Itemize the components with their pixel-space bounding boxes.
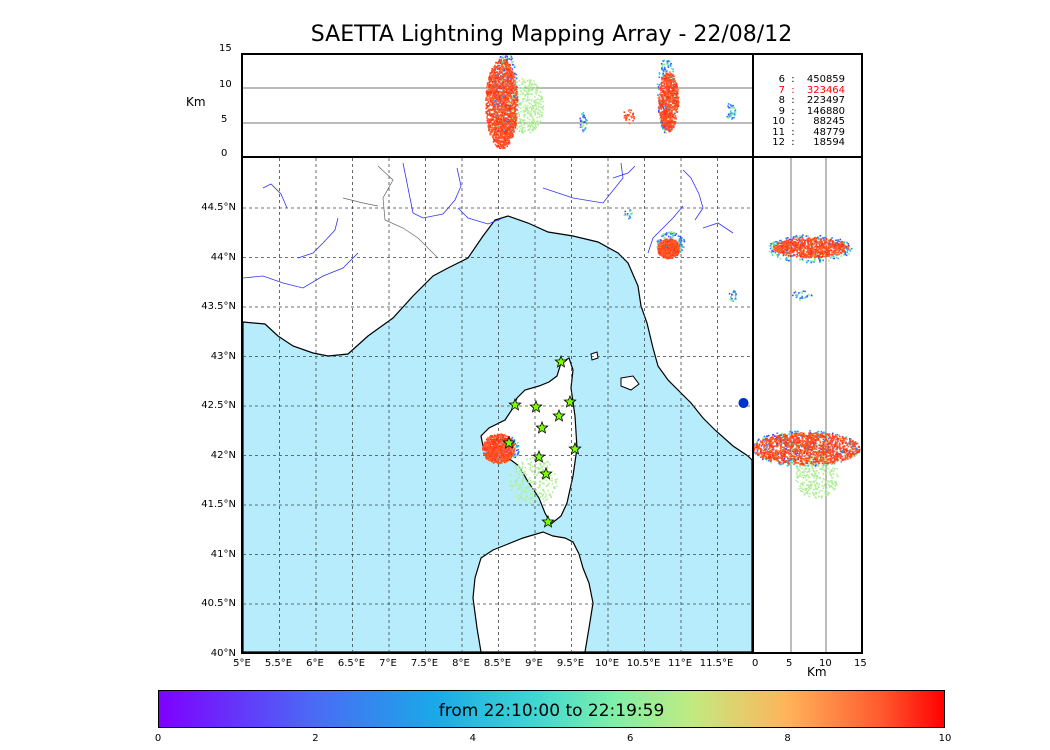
colorbar-tick: 10 bbox=[938, 733, 952, 744]
colorbar-label: from 22:10:00 to 22:19:59 bbox=[438, 701, 665, 721]
longitude-tick: 9.5°E bbox=[556, 658, 585, 669]
longitude-tick: 6.5°E bbox=[337, 658, 366, 669]
station-star-icon bbox=[535, 420, 549, 434]
legend-separator: : bbox=[784, 126, 802, 138]
longitude-tick: 5.5°E bbox=[264, 658, 293, 669]
rivers bbox=[243, 162, 734, 289]
latitude-tick: 40.5°N bbox=[201, 598, 236, 609]
longitude-tick: 9°E bbox=[525, 658, 543, 669]
lma-stations bbox=[502, 354, 582, 528]
station-star-icon bbox=[502, 435, 516, 449]
latitude-altitude-panel bbox=[752, 156, 863, 654]
legend-row: 11 : 48779 bbox=[754, 126, 860, 139]
station-star-icon bbox=[508, 397, 522, 411]
latitude-lightning-sources bbox=[754, 234, 861, 499]
map-panel bbox=[241, 156, 754, 654]
legend-row: 9 : 146880 bbox=[754, 105, 860, 118]
colorbar-tick: 0 bbox=[154, 733, 162, 744]
station-star-icon bbox=[554, 354, 568, 368]
station-star-icon bbox=[529, 399, 543, 413]
station-star-icon bbox=[532, 449, 546, 463]
legend-separator: : bbox=[784, 137, 802, 148]
time-colorbar bbox=[158, 690, 945, 728]
legend-row: 8 : 223497 bbox=[754, 95, 860, 107]
station-star-icon bbox=[568, 441, 582, 455]
station-star-icon bbox=[541, 514, 555, 528]
colorbar-tick: 6 bbox=[627, 733, 634, 744]
longitude-tick: 6°E bbox=[306, 658, 324, 669]
legend-row: 7 : 323464 bbox=[754, 84, 860, 97]
km-tick: 15 bbox=[854, 658, 867, 669]
station-star-icon bbox=[563, 394, 577, 408]
legend-value: 223497 bbox=[806, 95, 846, 106]
height-tick: 15 bbox=[219, 43, 232, 54]
borders bbox=[342, 165, 439, 259]
plot-title: SAETTA Lightning Mapping Array - 22/08/1… bbox=[310, 22, 793, 47]
map-lightning-sources bbox=[482, 209, 737, 505]
latitude-tick: 44.5°N bbox=[201, 202, 236, 213]
legend-key: 6 bbox=[778, 74, 785, 85]
legend-row: 6 : 450859 bbox=[754, 74, 860, 86]
longitude-tick: 7.5°E bbox=[410, 658, 439, 669]
latitude-tick: 41°N bbox=[210, 548, 236, 560]
km-tick: 5 bbox=[786, 658, 793, 669]
legend-key: 10 bbox=[772, 116, 785, 127]
longitude-tick: 10°E bbox=[594, 658, 620, 669]
legend-value: 18594 bbox=[813, 137, 846, 148]
latitude-altitude-plot bbox=[754, 158, 861, 652]
altitude-longitude-plot bbox=[243, 55, 754, 156]
legend-value: 48779 bbox=[813, 126, 846, 138]
legend-row: 12 : 18594 bbox=[754, 137, 860, 149]
legend-key: 7 bbox=[778, 84, 785, 96]
legend-separator: : bbox=[784, 84, 802, 96]
colorbar-tick: 4 bbox=[469, 733, 476, 744]
legend-separator: : bbox=[784, 105, 802, 117]
height-tick: 0 bbox=[221, 148, 228, 159]
corsica-island bbox=[480, 357, 578, 525]
latitude-tick: 43°N bbox=[210, 350, 236, 362]
latitude-tick: 40°N bbox=[210, 647, 236, 659]
colorbar-tick: 2 bbox=[312, 733, 319, 744]
altitude-lightning-sources bbox=[485, 55, 737, 150]
legend-key: 12 bbox=[772, 137, 785, 148]
legend-value: 450859 bbox=[806, 74, 846, 85]
station-star-icon bbox=[552, 408, 566, 422]
km-tick: 10 bbox=[819, 658, 832, 669]
height-tick: 5 bbox=[221, 114, 228, 125]
legend-value: 323464 bbox=[806, 84, 846, 96]
latitude-tick: 42.5°N bbox=[201, 400, 236, 411]
km-tick: 0 bbox=[752, 658, 759, 669]
legend-row: 10 : 88245 bbox=[754, 116, 860, 128]
blue-marker bbox=[738, 398, 749, 408]
top-km-label: Km bbox=[186, 95, 206, 109]
legend-key: 11 bbox=[772, 126, 785, 138]
colorbar-tick: 8 bbox=[784, 733, 791, 744]
legend-value: 146880 bbox=[806, 105, 846, 117]
legend-separator: : bbox=[784, 95, 802, 106]
bottom-km-label: Km bbox=[807, 665, 827, 679]
latitude-tick: 41.5°N bbox=[201, 499, 236, 510]
height-tick: 10 bbox=[219, 79, 232, 90]
altitude-count-legend: 6 : 450859 7 : 323464 8 : 223497 9 : 146880… bbox=[754, 74, 860, 149]
legend-key: 9 bbox=[778, 105, 785, 117]
lightning-map bbox=[243, 158, 752, 652]
longitude-tick: 10.5°E bbox=[626, 658, 661, 669]
altitude-longitude-panel bbox=[241, 53, 863, 158]
longitude-tick: 5°E bbox=[233, 658, 251, 669]
longitude-tick: 11.5°E bbox=[699, 658, 734, 669]
legend-separator: : bbox=[784, 74, 802, 85]
sardinia-island bbox=[472, 531, 594, 652]
longitude-tick: 8°E bbox=[452, 658, 470, 669]
legend-key: 8 bbox=[778, 95, 785, 106]
legend-separator: : bbox=[784, 116, 802, 127]
station-star-icon bbox=[539, 466, 553, 480]
longitude-tick: 11°E bbox=[667, 658, 693, 669]
longitude-tick: 8.5°E bbox=[483, 658, 512, 669]
latitude-tick: 44°N bbox=[210, 251, 236, 263]
latitude-tick: 42°N bbox=[210, 449, 236, 461]
elba-island bbox=[620, 375, 640, 391]
longitude-tick: 7°E bbox=[379, 658, 397, 669]
latitude-tick: 43.5°N bbox=[201, 301, 236, 312]
legend-value: 88245 bbox=[813, 116, 846, 127]
